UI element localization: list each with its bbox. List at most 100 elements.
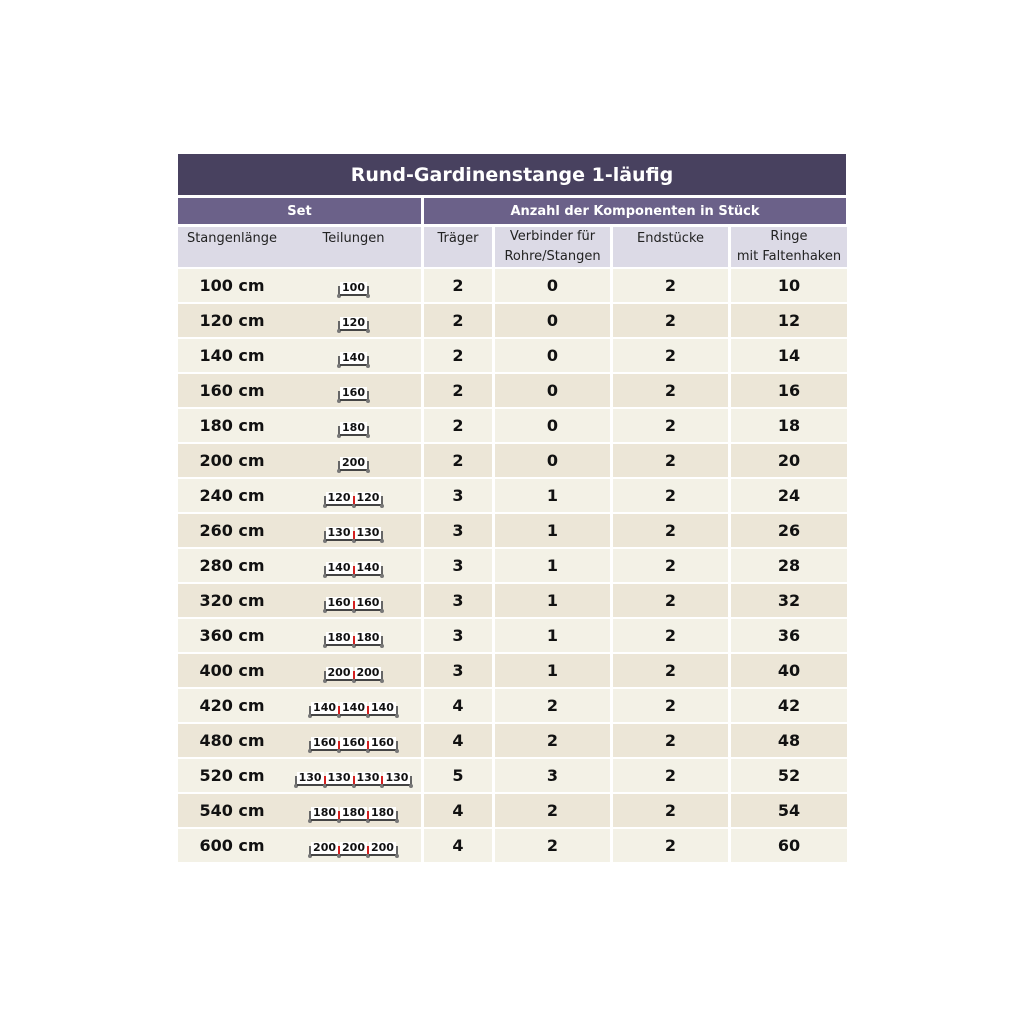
divisions-cell: 130 130 130 130 — [286, 759, 421, 792]
bracket-mark-icon — [365, 320, 370, 333]
rod-division-diagram: 100 — [337, 276, 370, 298]
end-pieces-cell: 2 — [613, 269, 728, 302]
bracket-mark-icon — [337, 390, 342, 403]
division-length: 130 — [354, 770, 382, 786]
brackets-cell: 3 — [424, 584, 492, 617]
table-row: 540 cm 180 180 180 4 2 2 54 — [176, 794, 848, 827]
table-row: 160 cm 160 2 0 2 16 — [176, 374, 848, 407]
bracket-mark-icon — [322, 600, 327, 613]
brackets-cell: 3 — [424, 654, 492, 687]
bracket-mark-icon — [409, 775, 414, 788]
end-pieces-cell: 2 — [613, 724, 728, 757]
bracket-mark-icon — [322, 670, 327, 683]
rod-division-diagram: 140 — [337, 346, 370, 368]
divisions-cell: 200 200 200 — [286, 829, 421, 862]
end-pieces-cell: 2 — [613, 654, 728, 687]
bracket-mark-icon — [394, 740, 399, 753]
connectors-cell: 0 — [495, 409, 610, 442]
division-length: 200 — [354, 665, 382, 681]
table-row: 600 cm 200 200 200 4 2 2 60 — [176, 829, 848, 862]
connectors-cell: 0 — [495, 269, 610, 302]
division-length: 200 — [311, 840, 339, 856]
rings-cell: 10 — [731, 269, 847, 302]
table-row: 480 cm 160 160 160 4 2 2 48 — [176, 724, 848, 757]
col-brackets: Träger — [424, 227, 492, 267]
rings-cell: 32 — [731, 584, 847, 617]
divisions-cell: 130 130 — [286, 514, 421, 547]
division-length: 140 — [340, 700, 367, 716]
brackets-cell: 2 — [424, 444, 492, 477]
brackets-cell: 3 — [424, 619, 492, 652]
divisions-cell: 200 — [286, 444, 421, 477]
group-components: Anzahl der Komponenten in Stück — [424, 198, 846, 224]
end-pieces-cell: 2 — [613, 829, 728, 862]
connectors-cell: 2 — [495, 829, 610, 862]
rings-cell: 42 — [731, 689, 847, 722]
connector-mark-icon — [337, 810, 342, 823]
divisions-cell: 160 160 160 — [286, 724, 421, 757]
end-pieces-cell: 2 — [613, 619, 728, 652]
rod-division-diagram: 130 130 130 130 — [293, 766, 414, 788]
brackets-cell: 5 — [424, 759, 492, 792]
divisions-cell: 140 — [286, 339, 421, 372]
bracket-mark-icon — [394, 845, 399, 858]
rod-division-diagram: 140 140 140 — [308, 696, 399, 718]
rings-cell: 36 — [731, 619, 847, 652]
length-cell: 420 cm — [178, 689, 286, 722]
rod-division-diagram: 140 140 — [322, 556, 385, 578]
brackets-cell: 4 — [424, 724, 492, 757]
bracket-mark-icon — [394, 705, 399, 718]
col-divisions: Teilungen — [286, 227, 421, 267]
end-pieces-cell: 2 — [613, 339, 728, 372]
divisions-cell: 100 — [286, 269, 421, 302]
connectors-cell: 1 — [495, 514, 610, 547]
division-length: 180 — [340, 805, 367, 821]
division-length: 180 — [368, 805, 396, 821]
bracket-mark-icon — [365, 425, 370, 438]
table-row: 400 cm 200 200 3 1 2 40 — [176, 654, 848, 687]
divisions-cell: 140 140 140 — [286, 689, 421, 722]
bracket-mark-icon — [337, 285, 342, 298]
brackets-cell: 2 — [424, 269, 492, 302]
divisions-cell: 120 120 — [286, 479, 421, 512]
connectors-cell: 1 — [495, 549, 610, 582]
divisions-cell: 160 — [286, 374, 421, 407]
table-row: 100 cm 100 2 0 2 10 — [176, 269, 848, 302]
rings-cell: 26 — [731, 514, 847, 547]
connector-mark-icon — [322, 775, 327, 788]
bracket-mark-icon — [380, 530, 385, 543]
division-length: 160 — [354, 595, 382, 611]
connectors-cell: 2 — [495, 689, 610, 722]
division-length: 200 — [340, 840, 367, 856]
length-cell: 240 cm — [178, 479, 286, 512]
brackets-cell: 2 — [424, 374, 492, 407]
length-cell: 400 cm — [178, 654, 286, 687]
brackets-cell: 3 — [424, 479, 492, 512]
length-cell: 320 cm — [178, 584, 286, 617]
col-connectors: Verbinder für Rohre/Stangen — [495, 227, 610, 267]
division-length: 200 — [368, 840, 396, 856]
bracket-mark-icon — [365, 390, 370, 403]
division-length: 180 — [354, 630, 382, 646]
length-cell: 280 cm — [178, 549, 286, 582]
col-rings-line1: Ringe — [770, 229, 808, 244]
brackets-cell: 4 — [424, 829, 492, 862]
end-pieces-cell: 2 — [613, 689, 728, 722]
brackets-cell: 2 — [424, 304, 492, 337]
connectors-cell: 1 — [495, 619, 610, 652]
length-cell: 120 cm — [178, 304, 286, 337]
connector-mark-icon — [365, 705, 370, 718]
rod-division-diagram: 160 160 — [322, 591, 385, 613]
connectors-cell: 2 — [495, 724, 610, 757]
rod-division-diagram: 200 200 — [322, 661, 385, 683]
connector-mark-icon — [337, 740, 342, 753]
table-body: 100 cm 100 2 0 2 10 120 cm 120 2 0 2 12 140 cm 140 2 0 2… — [176, 269, 848, 862]
length-cell: 520 cm — [178, 759, 286, 792]
end-pieces-cell: 2 — [613, 374, 728, 407]
length-cell: 140 cm — [178, 339, 286, 372]
bracket-mark-icon — [380, 635, 385, 648]
table-row: 320 cm 160 160 3 1 2 32 — [176, 584, 848, 617]
rings-cell: 48 — [731, 724, 847, 757]
brackets-cell: 4 — [424, 689, 492, 722]
division-length: 180 — [311, 805, 339, 821]
